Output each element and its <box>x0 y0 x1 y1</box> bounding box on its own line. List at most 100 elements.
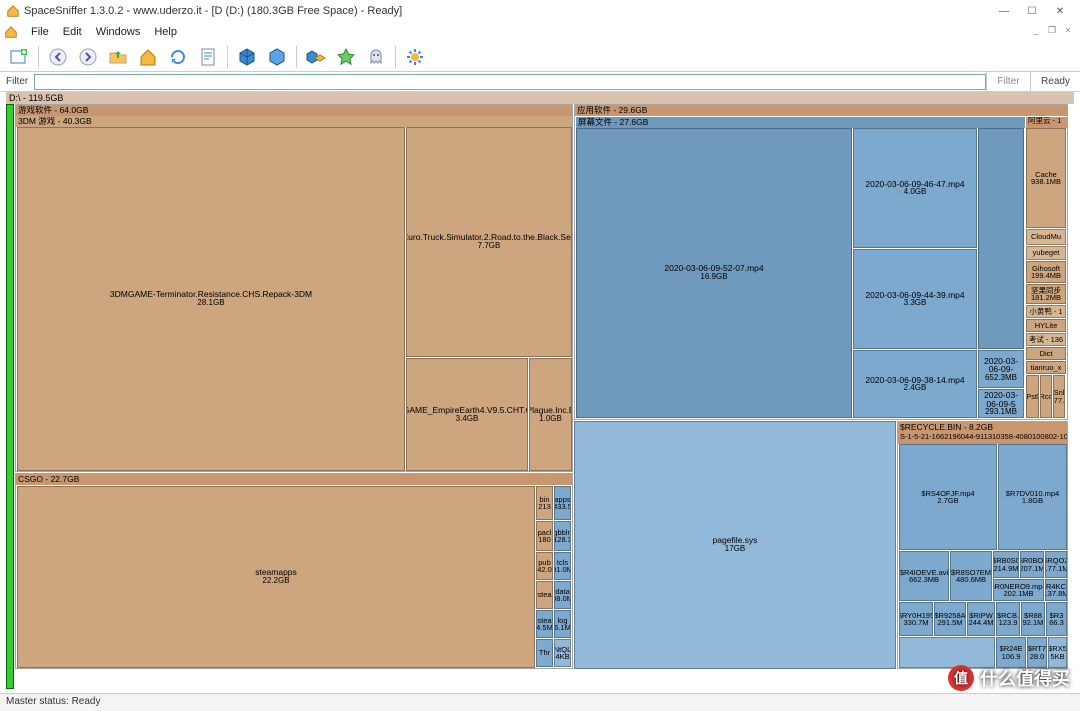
rb6[interactable]: $R0BO.207.1M <box>1020 551 1044 578</box>
pane-csgo[interactable]: CSGO - 22.7GB steamapps 22.2GB bin213 ap… <box>15 473 573 669</box>
pane-games[interactable]: 游戏软件 - 64.0GB 3DM 游戏 - 40.3GB 3DMGAME-Te… <box>15 104 573 472</box>
watermark-icon: 值 <box>948 665 974 691</box>
side-rco[interactable]: Rco <box>1040 375 1052 418</box>
menu-edit[interactable]: Edit <box>56 24 89 40</box>
side-thr[interactable]: Thr <box>536 639 553 667</box>
forward-button[interactable] <box>75 44 101 70</box>
recycle-header: $RECYCLE.BIN - 8.2GB <box>898 422 1067 433</box>
rb3[interactable]: $R4IOEVE.avi662.3MB <box>899 551 949 601</box>
rb18[interactable]: $RX55KB <box>1048 637 1067 668</box>
side-stea1[interactable]: stea <box>536 581 553 609</box>
rb10[interactable]: $RY0H195330.7M <box>899 602 933 636</box>
side-cloudmu[interactable]: CloudMu <box>1026 229 1066 245</box>
video-group: 屏幕文件 - 27.6GB 2020-03-06-09-52-07.mp4 16… <box>576 117 1025 419</box>
block-pagefile[interactable]: pagefile.sys 17GB <box>574 421 896 669</box>
block-empireearth[interactable]: 3DMGAME_EmpireEarth4.V9.5.CHT.Green 3.4G… <box>406 358 528 471</box>
pane-apps[interactable]: 应用软件 - 29.6GB 屏幕文件 - 27.6GB 2020-03-06-0… <box>574 104 1068 420</box>
block-v4[interactable]: 2020-03-06-09-652.3MB <box>978 350 1024 388</box>
block-video-big[interactable]: 2020-03-06-09-52-07.mp4 16.9GB <box>576 128 852 418</box>
block-v5[interactable]: 2020-03-06-09-5293.1MB <box>978 389 1024 418</box>
pane-recycle[interactable]: $RECYCLE.BIN - 8.2GB S-1-5-21-1662196044… <box>897 421 1068 669</box>
rb1[interactable]: $RS4OFJF.mp42.7GB <box>899 444 997 550</box>
side-ntql[interactable]: NtQL4KB <box>554 639 571 667</box>
side-snl[interactable]: Snl77. <box>1053 375 1065 418</box>
side-pacl[interactable]: pacl180 <box>536 521 553 551</box>
side-dict[interactable]: Dict <box>1026 347 1066 360</box>
block-terminator[interactable]: 3DMGAME-Terminator.Resistance.CHS.Repack… <box>17 127 405 471</box>
block-eurotruck[interactable]: Euro.Truck.Simulator.2.Road.to.the.Black… <box>406 127 572 357</box>
refresh-button[interactable] <box>165 44 191 70</box>
side-cache[interactable]: Cache938.1MB <box>1026 128 1066 228</box>
side-apps[interactable]: apps433.5 <box>554 486 571 520</box>
block-vfill[interactable] <box>978 128 1024 349</box>
titlebar: SpaceSniffer 1.3.0.2 - www.uderzo.it - [… <box>0 0 1080 22</box>
rbfill[interactable] <box>899 637 995 668</box>
filter-button[interactable]: Filter <box>986 72 1030 91</box>
side-tianruo[interactable]: tianruo_x <box>1026 361 1066 374</box>
side-hylite[interactable]: HYLite <box>1026 319 1066 332</box>
csgo-side-col: bin213 apps433.5 pacl180 qbbln128.3 pub4… <box>536 486 572 668</box>
favorite-button[interactable] <box>333 44 359 70</box>
view-cube1-button[interactable] <box>234 44 260 70</box>
side-stea2[interactable]: stea4.5M <box>536 610 553 638</box>
side-pub[interactable]: pub42.0 <box>536 552 553 580</box>
video-header: 屏幕文件 - 27.6GB <box>576 117 1025 128</box>
home-button[interactable] <box>135 44 161 70</box>
maximize-button[interactable]: ☐ <box>1018 2 1046 20</box>
menu-help[interactable]: Help <box>147 24 184 40</box>
free-space-bar <box>6 104 14 689</box>
block-v2[interactable]: 2020-03-06-09-44-39.mp43.3GB <box>853 249 977 349</box>
minimize-button[interactable]: — <box>990 2 1018 20</box>
export-button[interactable] <box>195 44 221 70</box>
treemap[interactable]: D:\ - 119.5GB 游戏软件 - 64.0GB 3DM 游戏 - 40.… <box>6 92 1074 689</box>
view-cube2-button[interactable] <box>264 44 290 70</box>
block-v3[interactable]: 2020-03-06-09-38-14.mp42.4GB <box>853 350 977 418</box>
rb13[interactable]: $RCB.123.9 <box>996 602 1020 636</box>
rb5[interactable]: $RB0S0214.9M <box>993 551 1019 578</box>
block-plague[interactable]: Plague.Inc.E 1.0GB <box>529 358 572 471</box>
side-gihosoft[interactable]: Gihosoft199.4MB <box>1026 261 1066 283</box>
settings-button[interactable] <box>402 44 428 70</box>
mdi-close-icon[interactable]: × <box>1062 24 1074 36</box>
mdi-min-icon[interactable]: _ <box>1030 24 1042 36</box>
close-button[interactable]: ✕ <box>1046 2 1074 20</box>
rb11[interactable]: $R9258A291.5M <box>934 602 966 636</box>
rb4[interactable]: $R8SO7EM480.6MB <box>950 551 992 601</box>
side-yubeget[interactable]: yubeget <box>1026 246 1066 260</box>
rb12[interactable]: $RIPW244.4M <box>967 602 995 636</box>
csgo-header: CSGO - 22.7GB <box>16 474 572 485</box>
rb7[interactable]: $RQOZ177.1M <box>1045 551 1067 578</box>
side-bin[interactable]: bin213 <box>536 486 553 520</box>
side-kaoshi[interactable]: 考试 - 136 <box>1026 333 1066 346</box>
rb17[interactable]: $RT728.0 <box>1027 637 1047 668</box>
side-log[interactable]: log6.1M <box>554 610 571 638</box>
filter-input[interactable] <box>34 74 986 90</box>
block-steamapps[interactable]: steamapps 22.2GB <box>17 486 535 668</box>
rb15[interactable]: $R366.3 <box>1046 602 1067 636</box>
root-header: D:\ - 119.5GB <box>6 92 1074 104</box>
view-cube3-button[interactable] <box>303 44 329 70</box>
side-data[interactable]: data88.0M <box>554 581 571 609</box>
toolbar <box>0 42 1080 72</box>
side-pstl[interactable]: Pstl <box>1026 375 1039 418</box>
folder-up-button[interactable] <box>105 44 131 70</box>
filter-status: Ready <box>1030 72 1080 91</box>
back-button[interactable] <box>45 44 71 70</box>
side-duck[interactable]: 小黄鸭 - 1 <box>1026 305 1066 318</box>
apps-side: 阿里云 - 1 Cache938.1MB CloudMu yubeget Gih… <box>1026 117 1067 419</box>
mdi-restore-icon[interactable]: ❐ <box>1046 24 1058 36</box>
menu-file[interactable]: File <box>24 24 56 40</box>
rb9[interactable]: $R4KC0137.8M <box>1045 579 1067 601</box>
side-qbbln[interactable]: qbbln128.3 <box>554 521 571 551</box>
statusbar: Master status: Ready <box>0 693 1080 711</box>
block-v1[interactable]: 2020-03-06-09-46-47.mp44.0GB <box>853 128 977 248</box>
menu-windows[interactable]: Windows <box>89 24 148 40</box>
rb14[interactable]: $R8892.1M <box>1021 602 1045 636</box>
side-tcls[interactable]: tcls91.0M <box>554 552 571 580</box>
rb2[interactable]: $R7DV010.mp41.8GB <box>998 444 1067 550</box>
side-jianguo[interactable]: 坚果同步181.2MB <box>1026 284 1066 304</box>
ghost-button[interactable] <box>363 44 389 70</box>
new-scan-button[interactable] <box>6 44 32 70</box>
rb16[interactable]: $R24E106.9 <box>996 637 1026 668</box>
rb8[interactable]: $R0NERO9.mp4202.1MB <box>993 579 1044 601</box>
